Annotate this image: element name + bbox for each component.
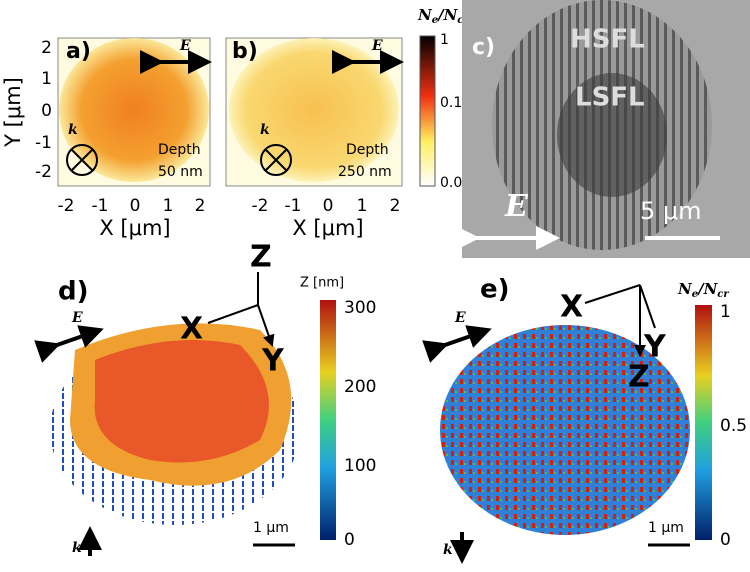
k-label: k bbox=[260, 122, 270, 138]
x-tick-label: 2 bbox=[195, 196, 206, 216]
depth-label: Depth bbox=[346, 142, 389, 158]
y-tick-label: -1 bbox=[35, 133, 52, 153]
panel-label: a) bbox=[66, 39, 91, 64]
colorbar-title: Z [nm] bbox=[300, 276, 344, 291]
panel-label: d) bbox=[58, 277, 89, 307]
panel-e: e) E k X Y Z 1 μm Ne/Ncr 1 0.5 0 bbox=[422, 275, 747, 564]
colorbar-tick: 200 bbox=[344, 377, 376, 397]
k-label: k bbox=[72, 540, 82, 556]
x-axis-label: X [μm] bbox=[292, 216, 363, 240]
y-tick-label: 1 bbox=[41, 69, 52, 89]
depth-value: 50 nm bbox=[158, 164, 203, 180]
axis-y: Y bbox=[643, 330, 667, 365]
k-label: k bbox=[443, 542, 453, 558]
axis-x: X bbox=[180, 312, 203, 347]
panel-c: c) HSFL LSFL E 5 μm bbox=[456, 0, 750, 258]
lsfl-label: LSFL bbox=[575, 83, 645, 113]
panel-label: e) bbox=[480, 275, 510, 305]
x-tick-label: -2 bbox=[252, 196, 269, 216]
x-tick-label: -1 bbox=[285, 196, 302, 216]
field-label: E bbox=[504, 189, 529, 224]
y-axis-label: Y [μm] bbox=[1, 77, 25, 148]
x-tick-label: 1 bbox=[163, 196, 174, 216]
field-label: E bbox=[454, 310, 466, 326]
colorbar-tick: 1 bbox=[720, 302, 731, 322]
colorbar-tick: 1 bbox=[440, 32, 449, 48]
colorbar-tick: 300 bbox=[344, 298, 376, 318]
colorbar-tick: 0 bbox=[344, 530, 355, 550]
panel-label: c) bbox=[472, 35, 495, 60]
field-label: E bbox=[371, 38, 383, 54]
y-tick-label: 0 bbox=[41, 101, 52, 121]
colorbar-title: Ne/Ncr bbox=[677, 280, 729, 300]
colorbar-tick: 0.1 bbox=[440, 95, 462, 111]
colorbar-top: Ne/Ncr 1 0.1 0.01 bbox=[417, 6, 471, 191]
panel-a: a) E k Depth 50 nm 2 1 0 -1 -2 -2 -1 0 1… bbox=[1, 37, 212, 240]
field-label: E bbox=[179, 38, 191, 54]
x-tick-label: 0 bbox=[130, 196, 141, 216]
k-label: k bbox=[68, 122, 78, 138]
panel-b: b) E k Depth 250 nm -2 -1 0 1 2 X [μm] bbox=[225, 37, 404, 240]
colorbar-title: Ne/Ncr bbox=[417, 6, 469, 26]
panel-label: b) bbox=[232, 39, 258, 64]
scale-label: 5 μm bbox=[640, 197, 702, 225]
x-tick-label: -2 bbox=[58, 196, 75, 216]
x-axis-label: X [μm] bbox=[99, 216, 170, 240]
field-label: E bbox=[71, 310, 83, 326]
colorbar-tick: 0.5 bbox=[720, 416, 747, 436]
depth-value: 250 nm bbox=[338, 164, 392, 180]
x-tick-label: 2 bbox=[390, 196, 401, 216]
axis-z: Z bbox=[250, 240, 272, 275]
hsfl-label: HSFL bbox=[570, 25, 645, 55]
axis-z: Z bbox=[628, 360, 650, 395]
colorbar-tick: 0 bbox=[720, 530, 731, 550]
panel-d: d) E k Z X Y 1 μm Z [nm] 300 200 100 0 bbox=[34, 240, 376, 556]
x-tick-label: 1 bbox=[357, 196, 368, 216]
depth-label: Depth bbox=[158, 142, 201, 158]
x-tick-label: -1 bbox=[92, 196, 109, 216]
scale-label: 1 μm bbox=[648, 520, 684, 536]
x-tick-label: 0 bbox=[323, 196, 334, 216]
colorbar-tick: 100 bbox=[344, 456, 376, 476]
axis-x: X bbox=[560, 290, 583, 325]
y-tick-label: -2 bbox=[35, 162, 52, 182]
axis-y: Y bbox=[261, 344, 285, 379]
scale-label: 1 μm bbox=[253, 520, 289, 536]
y-tick-label: 2 bbox=[41, 38, 52, 58]
